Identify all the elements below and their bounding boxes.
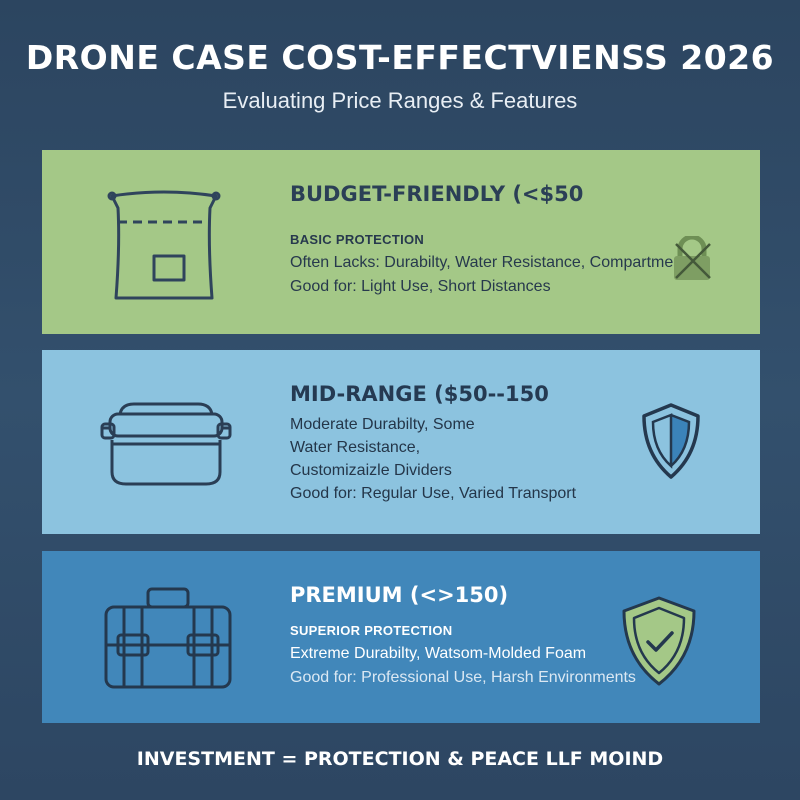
tier-feature-line: Good for: Light Use, Short Distances — [290, 278, 551, 295]
hard-case-icon — [100, 402, 232, 486]
tier-feature-line: Often Lacks: Durabilty, Water Resistance… — [290, 254, 695, 271]
shield-check-icon — [622, 596, 696, 686]
tier-feature-line: Extreme Durabilty, Watsom-Molded Foam — [290, 645, 587, 662]
tier-feature-line: Good for: Professional Use, Harsh Enviro… — [290, 669, 636, 686]
footer-tagline: INVESTMENT = PROTECTION & PEACE LLF MOIN… — [136, 748, 664, 770]
soft-bag-icon — [107, 190, 221, 300]
shield-icon — [642, 403, 700, 479]
page-title: DRONE CASE COST-EFFECTVIENSS 2026 — [25, 38, 775, 77]
tier-tagline: BASIC PROTECTION — [290, 232, 425, 247]
tier-feature-line: Customizaizle Dividers — [290, 462, 452, 479]
tier-tagline: SUPERIOR PROTECTION — [290, 623, 453, 638]
tier-feature-line: Good for: Regular Use, Varied Transport — [290, 485, 577, 502]
toolbox-case-icon — [104, 587, 232, 689]
tier-title: PREMIUM (<>150) — [290, 583, 509, 607]
tier-feature-line: Water Resistance, — [290, 439, 421, 456]
tier-panel-budget: BUDGET-FRIENDLY (<$50 BASIC PROTECTION O… — [42, 150, 760, 334]
page-subtitle: Evaluating Price Ranges & Features — [222, 88, 578, 113]
crossed-lock-icon — [674, 236, 711, 280]
tier-panel-mid-range: MID-RANGE ($50--150 Moderate Durabilty, … — [42, 350, 760, 534]
tier-title: MID-RANGE ($50--150 — [290, 382, 549, 406]
tier-feature-line: Moderate Durabilty, Some — [290, 416, 475, 433]
tier-panel-premium: PREMIUM (<>150) SUPERIOR PROTECTION Extr… — [42, 551, 760, 723]
tier-title: BUDGET-FRIENDLY (<$50 — [290, 182, 584, 206]
